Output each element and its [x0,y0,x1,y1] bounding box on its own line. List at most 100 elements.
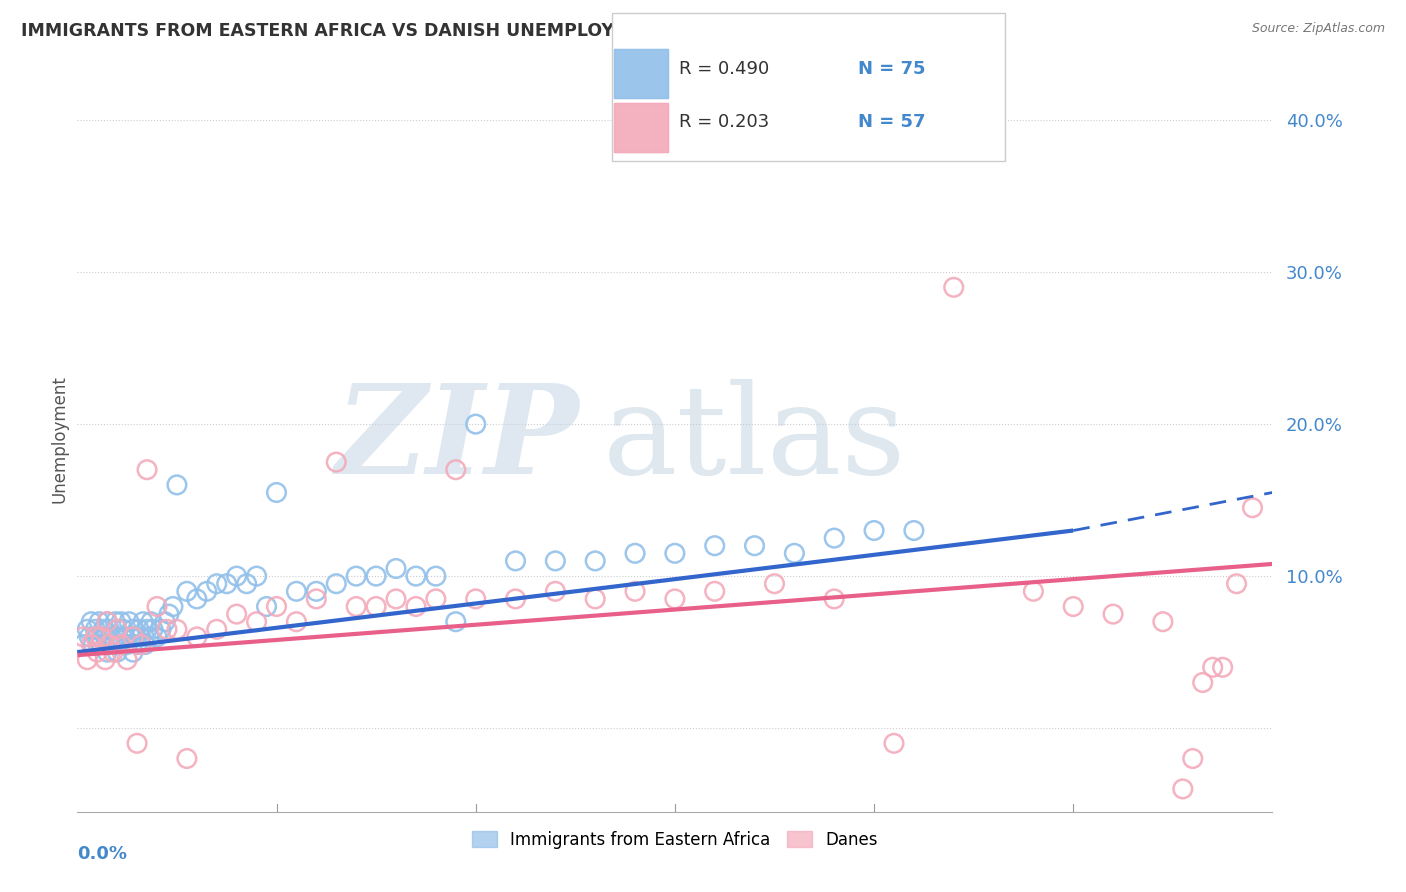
Point [464,417,486,431]
Point [823,591,845,606]
Point [115,638,138,652]
Point [76,623,98,637]
Point [425,569,447,583]
Point [246,569,269,583]
Point [544,554,567,568]
Point [96,615,118,629]
Point [82,638,104,652]
Point [94,630,117,644]
Point [72,638,94,652]
Point [89,615,111,629]
Point [112,623,135,637]
Point [86,645,108,659]
Point [105,623,128,637]
Point [157,607,180,621]
Point [122,630,145,644]
Text: N = 75: N = 75 [858,60,925,78]
Point [266,599,288,614]
Point [136,463,159,477]
Point [325,576,347,591]
Point [86,630,108,644]
Point [863,524,886,538]
Point [118,615,141,629]
Point [110,615,132,629]
Point [305,584,328,599]
Point [823,531,845,545]
Point [96,645,118,659]
Point [115,653,138,667]
Point [129,630,152,644]
Point [139,615,162,629]
Point [215,576,238,591]
Point [624,546,647,560]
Point [903,524,925,538]
Point [1062,599,1084,614]
Point [1191,675,1213,690]
Point [79,630,101,644]
Point [544,584,567,599]
Point [90,638,112,652]
Point [132,615,155,629]
Point [80,638,103,652]
Point [103,645,124,659]
Point [266,485,288,500]
Point [385,591,408,606]
Point [444,463,467,477]
Point [256,599,278,614]
Point [108,638,131,652]
Point [72,630,94,644]
Point [205,576,228,591]
Point [1152,615,1174,629]
Point [1022,584,1045,599]
Point [1171,781,1194,796]
Point [94,653,117,667]
Point [703,584,725,599]
Point [96,615,118,629]
Point [285,615,308,629]
Point [156,623,179,637]
Text: 0.0%: 0.0% [77,846,128,863]
Point [91,623,114,637]
Point [464,591,486,606]
Point [195,584,218,599]
Point [583,591,606,606]
Point [505,554,527,568]
Point [186,591,208,606]
Point [105,645,128,659]
Point [664,546,686,560]
Point [405,569,427,583]
Point [127,736,149,750]
Point [703,539,725,553]
Text: Source: ZipAtlas.com: Source: ZipAtlas.com [1251,22,1385,36]
Point [128,623,150,637]
Point [225,569,247,583]
Point [366,599,388,614]
Point [162,599,184,614]
Point [344,599,367,614]
Point [146,630,169,644]
Point [225,607,247,621]
Point [100,630,122,644]
Point [305,591,328,606]
Point [122,645,145,659]
Point [783,546,806,560]
Point [405,599,427,614]
Point [146,599,169,614]
Point [883,736,905,750]
Point [76,653,98,667]
Point [186,630,208,644]
Y-axis label: Unemployment: Unemployment [51,376,69,503]
Point [103,638,124,652]
Point [84,630,107,644]
Point [90,630,112,644]
Point [176,584,198,599]
Point [114,630,136,644]
Point [385,561,408,575]
Point [763,576,786,591]
Point [246,615,269,629]
Point [104,615,127,629]
Point [166,623,188,637]
Text: IMMIGRANTS FROM EASTERN AFRICA VS DANISH UNEMPLOYMENT CORRELATION CHART: IMMIGRANTS FROM EASTERN AFRICA VS DANISH… [21,22,884,40]
Legend: Immigrants from Eastern Africa, Danes: Immigrants from Eastern Africa, Danes [465,824,884,855]
Point [285,584,308,599]
